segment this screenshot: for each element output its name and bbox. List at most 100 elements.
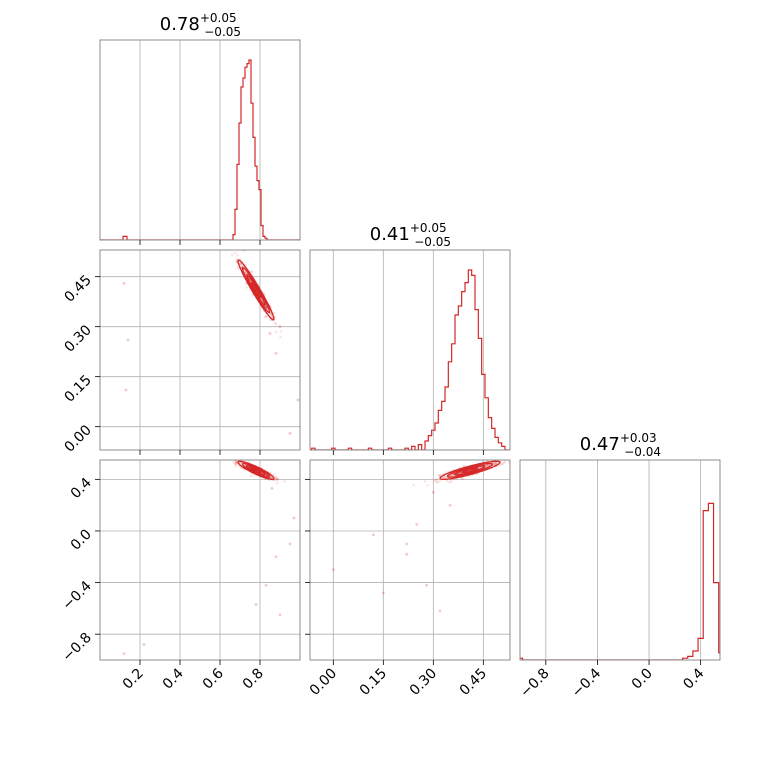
plot-area <box>520 502 720 660</box>
scatter-point <box>500 462 504 466</box>
title-upper-error: +0.05 <box>200 11 237 25</box>
x-tick-label: 0.4 <box>680 665 707 692</box>
scatter-outlier <box>124 388 128 392</box>
scatter-point <box>412 483 415 487</box>
scatter-point <box>485 464 489 468</box>
x-tick-label: 0.30 <box>407 666 440 699</box>
scatter-point <box>272 473 276 476</box>
title-value: 0.47 <box>580 434 620 455</box>
scatter-point <box>444 470 448 474</box>
scatter-outlier <box>274 351 278 355</box>
scatter-point <box>233 460 237 463</box>
histogram-bin <box>707 503 712 660</box>
scatter-outlier <box>264 583 268 587</box>
scatter-outlier <box>278 613 282 617</box>
scatter-outlier <box>142 643 146 646</box>
y-tick-label: 0.45 <box>61 272 94 305</box>
scatter-point <box>449 480 453 483</box>
scatter-point <box>276 482 279 485</box>
scatter-point <box>500 462 504 466</box>
title-value: 0.41 <box>370 224 410 245</box>
scatter-outlier <box>405 552 409 556</box>
scatter-outlier <box>296 398 300 402</box>
panel-off-1-0: 0.00 0.15 0.30 0.45 <box>61 246 301 456</box>
scatter-point <box>236 266 240 270</box>
scatter-outlier <box>381 591 385 595</box>
scatter-point <box>274 322 278 326</box>
scatter-point <box>231 456 234 459</box>
scatter-point <box>426 484 429 487</box>
plot-area <box>310 269 510 450</box>
scatter-point <box>276 477 279 481</box>
scatter-point <box>264 305 267 308</box>
scatter-point <box>264 305 268 309</box>
x-tick-label: 0.00 <box>307 666 340 699</box>
contour-line <box>454 465 486 476</box>
panel-diag-1: 0.41+0.05−0.05 <box>309 221 511 455</box>
panel-title: 0.47+0.03 <box>580 431 657 455</box>
histogram-bin <box>245 67 247 240</box>
histogram-step-line <box>100 59 300 240</box>
scatter-outlier <box>371 533 375 537</box>
scatter-point <box>273 312 276 315</box>
panel-title: 0.78+0.05 <box>160 11 237 35</box>
contour-line <box>241 462 271 478</box>
scatter-point <box>244 271 248 275</box>
x-tick-label: −0.4 <box>569 665 604 700</box>
scatter-point <box>494 461 497 465</box>
histogram-bin <box>712 583 717 660</box>
contour-line <box>241 266 271 314</box>
x-tick-label: 0.8 <box>240 666 267 693</box>
x-tick-label: 0.15 <box>357 666 390 699</box>
scatter-point <box>444 475 447 479</box>
scatter-point <box>235 461 238 465</box>
scatter-point <box>503 460 507 464</box>
scatter-point <box>438 474 442 477</box>
scatter-outlier <box>292 516 296 520</box>
scatter-point <box>234 461 238 465</box>
scatter-outlier <box>288 431 292 435</box>
scatter-point <box>234 464 237 468</box>
scatter-point <box>229 246 232 249</box>
scatter-outlier <box>270 486 274 490</box>
scatter-point <box>279 335 282 339</box>
scatter-point <box>275 477 279 481</box>
scatter-outlier <box>405 542 409 546</box>
scatter-point <box>436 481 440 484</box>
title-upper-error: +0.05 <box>410 221 447 235</box>
y-tick-label: 0.0 <box>68 526 95 553</box>
y-tick-label: 0.4 <box>68 475 95 502</box>
scatter-point <box>235 460 238 462</box>
scatter-point <box>445 479 449 482</box>
scatter-point <box>460 476 464 480</box>
panel-off-2-1: 0.00 0.15 0.30 0.45 <box>305 456 511 699</box>
scatter-point <box>276 478 279 482</box>
scatter-outlier <box>431 490 435 494</box>
scatter-point <box>274 476 277 479</box>
scatter-point <box>507 460 510 464</box>
scatter-point <box>228 457 231 460</box>
panel-diag-0: 0.78+0.05−0.05 <box>99 11 301 245</box>
scatter-point <box>495 461 498 465</box>
scatter-point <box>438 479 442 483</box>
scatter-outlier <box>274 555 278 559</box>
contour-line <box>250 467 262 474</box>
panel-off-2-0: 0.2 0.4 0.6 0.8 −0.8 −0.4 0.0 0.4 <box>59 456 301 693</box>
scatter-point <box>494 462 498 465</box>
scatter-point <box>236 254 239 257</box>
scatter-point <box>435 477 438 481</box>
scatter-point <box>230 253 234 257</box>
scatter-point <box>283 480 286 483</box>
contour-line <box>246 465 266 476</box>
contour-line <box>237 259 275 321</box>
scatter-point <box>462 464 466 468</box>
contour-line <box>439 460 501 481</box>
scatter-outlier <box>264 315 268 319</box>
histogram-bin <box>247 64 249 240</box>
scatter-point <box>274 330 278 334</box>
scatter-point <box>249 474 253 478</box>
scatter-point <box>250 270 254 274</box>
x-tick-label: −0.8 <box>517 666 552 701</box>
scatter-point <box>448 480 451 484</box>
scatter-point <box>508 456 511 459</box>
